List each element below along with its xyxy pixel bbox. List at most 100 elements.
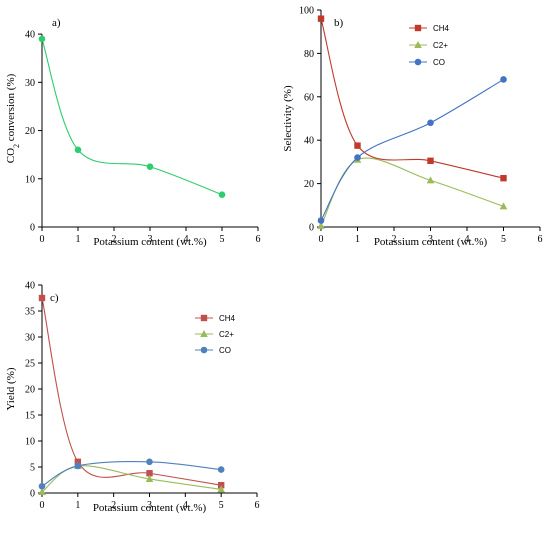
x-axis-title: Potassium content (wt.%) bbox=[93, 236, 207, 248]
series-data bbox=[38, 35, 226, 198]
y-tick-label: 40 bbox=[25, 30, 35, 41]
y-tick-label: 80 bbox=[304, 49, 314, 60]
series-ch4 bbox=[38, 294, 225, 489]
x-tick-label: 5 bbox=[219, 500, 224, 511]
x-tick-label: 0 bbox=[40, 500, 45, 511]
x-tick-label: 4 bbox=[183, 500, 188, 511]
x-axis-title: Potassium content (wt.%) bbox=[93, 502, 207, 514]
data-point bbox=[74, 462, 82, 470]
series-line bbox=[320, 18, 504, 179]
x-tick-label: 3 bbox=[148, 234, 153, 245]
data-point bbox=[38, 482, 46, 490]
legend-item: C2+ bbox=[195, 330, 234, 339]
data-point bbox=[145, 474, 154, 482]
y-tick-label: 0 bbox=[30, 489, 35, 500]
legend-item: CH4 bbox=[409, 24, 450, 33]
x-tick-label: 2 bbox=[112, 234, 117, 245]
x-tick-label: 4 bbox=[184, 234, 189, 245]
y-axis-title: Selectivity (%) bbox=[282, 85, 294, 152]
x-tick-label: 3 bbox=[428, 234, 433, 245]
legend-item: CO bbox=[195, 346, 231, 355]
data-point bbox=[38, 35, 46, 43]
data-point bbox=[146, 458, 153, 466]
panel-label: a) bbox=[52, 17, 61, 29]
y-tick-label: 40 bbox=[25, 281, 35, 292]
data-point bbox=[317, 15, 325, 22]
series-line bbox=[41, 38, 223, 196]
x-tick-label: 2 bbox=[392, 234, 397, 245]
x-tick-label: 0 bbox=[319, 234, 324, 245]
series-ch4 bbox=[317, 15, 507, 182]
x-tick-label: 5 bbox=[220, 234, 225, 245]
y-tick-label: 10 bbox=[25, 437, 35, 448]
y-tick-label: 35 bbox=[25, 307, 35, 318]
data-point bbox=[500, 76, 507, 83]
y-tick-label: 10 bbox=[25, 174, 35, 185]
x-tick-label: 0 bbox=[40, 234, 45, 245]
chart-panel-3: 0 5 10 15 20 25 30 35 40 0 1 2 3 4 5 6 Potassium content… bbox=[5, 281, 260, 515]
series-line bbox=[320, 78, 504, 221]
data-point bbox=[500, 174, 507, 182]
legend-marker bbox=[414, 58, 422, 66]
panel-label: c) bbox=[50, 292, 59, 304]
data-point bbox=[217, 466, 225, 473]
y-axis-title: CO2 conversion (%) bbox=[5, 73, 21, 163]
series-line bbox=[41, 465, 222, 493]
y-tick-label: 30 bbox=[25, 78, 35, 89]
data-point bbox=[218, 191, 226, 198]
x-tick-label: 1 bbox=[76, 234, 81, 245]
legend-label: C2+ bbox=[219, 330, 234, 339]
x-tick-label: 2 bbox=[111, 500, 116, 511]
axes bbox=[38, 284, 258, 497]
series-c2 bbox=[317, 155, 508, 229]
chart-panel-1: 0 10 20 30 40 0 1 2 3 4 5 6 Potassium content (wt.%)… bbox=[5, 17, 261, 248]
series-co bbox=[38, 458, 225, 490]
x-tick-label: 6 bbox=[255, 500, 260, 511]
legend-marker bbox=[414, 24, 422, 32]
data-point bbox=[427, 157, 434, 165]
data-point bbox=[426, 176, 435, 184]
y-tick-label: 20 bbox=[25, 126, 35, 137]
legend-label: CO bbox=[219, 346, 231, 355]
y-tick-label: 100 bbox=[299, 6, 314, 17]
x-tick-label: 3 bbox=[147, 500, 152, 511]
data-point bbox=[146, 470, 153, 477]
data-point bbox=[354, 142, 361, 149]
series-line bbox=[41, 297, 222, 486]
x-axis-title: Potassium content (wt.%) bbox=[374, 236, 488, 248]
y-tick-label: 60 bbox=[304, 92, 314, 103]
y-tick-label: 20 bbox=[304, 179, 314, 190]
data-point bbox=[38, 294, 46, 302]
y-tick-label: 5 bbox=[30, 463, 35, 474]
data-point bbox=[499, 202, 508, 210]
data-point bbox=[317, 221, 325, 229]
y-tick-label: 40 bbox=[304, 136, 314, 147]
data-point bbox=[354, 154, 361, 161]
legend-label: CH4 bbox=[219, 314, 236, 323]
x-tick-label: 6 bbox=[538, 234, 543, 245]
data-point bbox=[146, 163, 154, 171]
y-tick-label: 0 bbox=[30, 223, 35, 234]
y-axis-title: Yield (%) bbox=[5, 367, 17, 410]
x-tick-label: 1 bbox=[75, 500, 80, 511]
series-c2 bbox=[38, 461, 225, 495]
y-tick-label: 20 bbox=[25, 385, 35, 396]
legend-marker bbox=[200, 314, 208, 322]
data-point bbox=[74, 458, 82, 465]
chart-panel-2: 0 20 40 60 80 100 0 1 2 3 4 5 6 Potassium content (wt… bbox=[282, 6, 543, 249]
y-tick-label: 0 bbox=[309, 223, 314, 234]
legend-label: CH4 bbox=[433, 24, 450, 33]
axes bbox=[38, 33, 259, 231]
legend-marker bbox=[200, 346, 208, 354]
y-tick-label: 25 bbox=[25, 359, 35, 370]
data-point bbox=[427, 119, 434, 127]
x-tick-label: 4 bbox=[465, 234, 470, 245]
series-co bbox=[317, 76, 507, 224]
legend-label: CO bbox=[433, 58, 445, 67]
legend-marker bbox=[200, 330, 208, 337]
y-tick-label: 30 bbox=[25, 333, 35, 344]
data-point bbox=[38, 487, 46, 495]
x-tick-label: 5 bbox=[501, 234, 506, 245]
legend-label: C2+ bbox=[433, 41, 448, 50]
